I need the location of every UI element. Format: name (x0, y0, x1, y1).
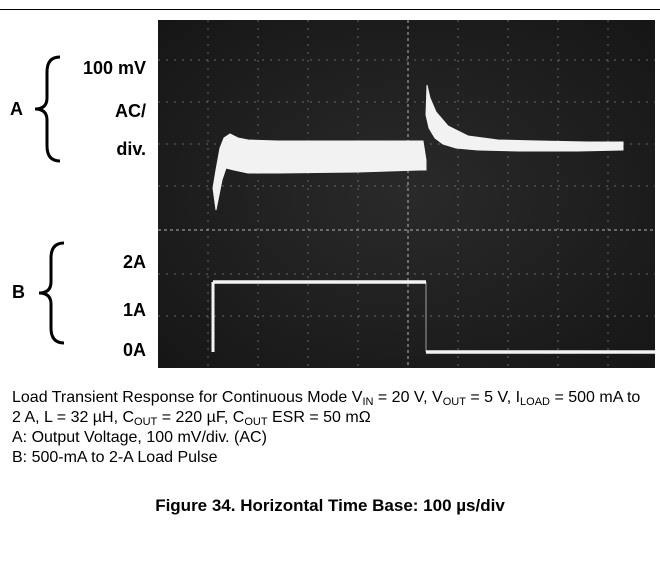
oscilloscope-figure: A 100 mV AC/ div. B 2A 1A 0A (0, 20, 660, 370)
channel-a-scale-line3: div. (116, 139, 146, 159)
caption-iload-sub: LOAD (520, 396, 551, 408)
caption-vout-value: = 5 V, I (465, 389, 521, 406)
caption-line-a: A: Output Voltage, 100 mV/div. (AC) (12, 429, 267, 446)
channel-a-letter: A (10, 99, 23, 119)
caption-vin-value: = 20 V, V (373, 389, 443, 406)
figure-caption: Load Transient Response for Continuous M… (12, 388, 652, 468)
caption-line1-prefix: Load Transient Response for Continuous M… (12, 389, 363, 406)
caption-conditions: Load Transient Response for Continuous M… (12, 388, 652, 428)
channel-b-level-2a: 2A (122, 252, 146, 272)
caption-line-b: B: 500-mA to 2-A Load Pulse (12, 449, 218, 466)
channel-b-level-1a: 1A (122, 300, 146, 320)
oscilloscope-screen (158, 20, 655, 368)
top-rule (0, 9, 660, 10)
caption-cout-value: = 220 µF, C (157, 409, 245, 426)
figure-title: Figure 34. Horizontal Time Base: 100 µs/… (155, 496, 505, 515)
caption-cout-esr-sub: OUT (244, 416, 268, 428)
caption-cout-sub: OUT (134, 416, 158, 428)
caption-cout-esr-value: ESR = 50 mΩ (267, 409, 371, 426)
channel-b-letter: B (12, 282, 25, 302)
screen-background (158, 20, 655, 368)
channel-a-scale-line1: 100 mV (82, 58, 146, 78)
caption-vin-sub: IN (362, 396, 374, 408)
channel-b-trace (211, 280, 655, 354)
caption-iload-value: = 500 mA to 2 A, L = 32 µH, C (12, 389, 641, 426)
caption-vout-sub: OUT (442, 396, 466, 408)
channel-b-brace (38, 241, 65, 345)
channel-a-scale-line2: AC/ (115, 101, 146, 121)
channel-a-trace (212, 84, 624, 211)
channel-b-level-0a: 0A (122, 340, 146, 360)
channel-a-brace (34, 55, 61, 163)
